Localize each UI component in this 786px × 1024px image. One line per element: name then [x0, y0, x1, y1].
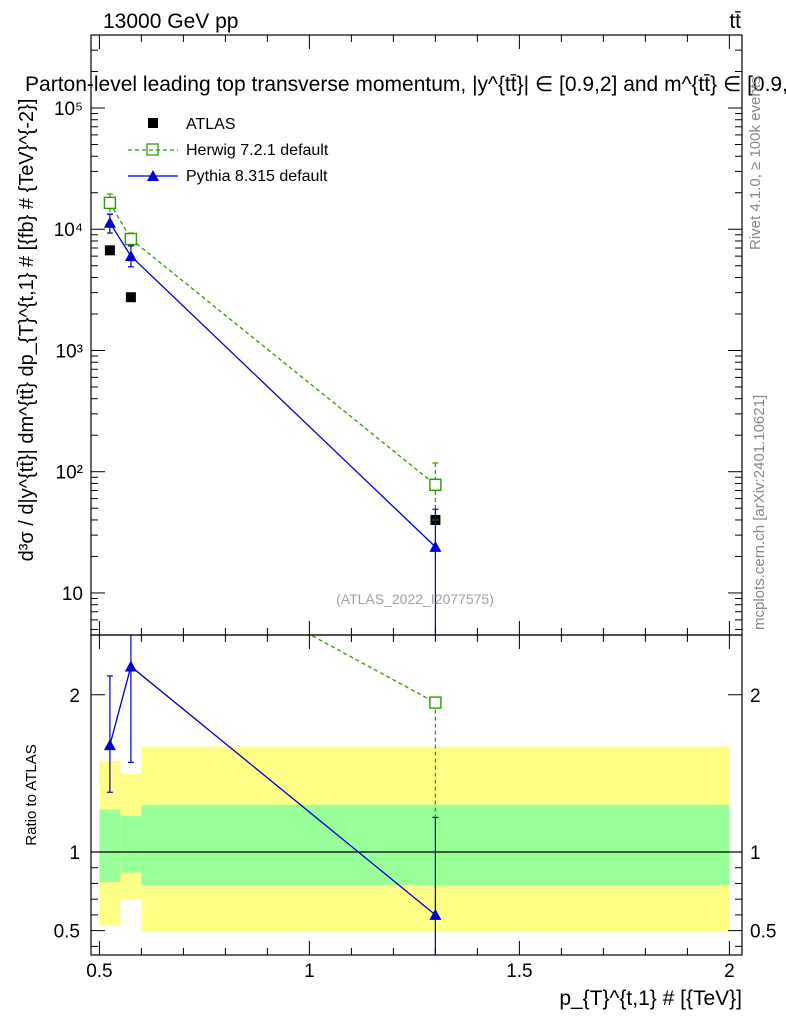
ratio-y-tick-label-left: 2	[69, 686, 80, 707]
ratio-pythia-point	[124, 660, 137, 672]
ratio-y-axis-label: Ratio to ATLAS	[23, 744, 40, 845]
legend-pythia-marker	[147, 170, 159, 181]
process-label: tt̄	[729, 10, 741, 33]
legend-herwig-label: Herwig 7.2.1 default	[186, 142, 329, 159]
main-pythia-point	[103, 216, 116, 228]
main-y-tick-label: 10³	[56, 341, 83, 362]
ratio-frame	[90, 634, 743, 956]
ratio-herwig-line	[309, 635, 436, 704]
ratio-pythia-point	[429, 908, 442, 920]
main-herwig-point	[103, 196, 117, 210]
ratio-inner-band	[99, 809, 121, 882]
ratio-y-tick-label-left: 1	[69, 843, 80, 864]
main-y-axis-label: d³σ / d|y^{tt̄}| dm^{tt̄} dp_{T}^{t,1} #…	[16, 99, 38, 562]
ratio-herwig-point	[429, 696, 442, 709]
main-pythia-point	[124, 250, 137, 262]
ratio-herwig-point	[104, 617, 115, 628]
legend-item-pythia: Pythia 8.315 default	[128, 168, 328, 185]
x-tick-label: 1	[304, 961, 315, 982]
x-tick-label: 2	[724, 961, 735, 982]
analysis-watermark: (ATLAS_2022_I2077575)	[336, 591, 494, 607]
x-axis-label: p_{T}^{t,1} # [{TeV}]	[559, 987, 742, 1010]
legend-pythia-label: Pythia 8.315 default	[186, 168, 328, 185]
ratio-y-tick-label-right: 0.5	[750, 922, 776, 943]
ratio-plot-area	[91, 532, 742, 955]
legend-item-atlas: ATLAS	[148, 116, 236, 133]
chart-title: Parton-level leading top transverse mome…	[25, 73, 786, 96]
legend-atlas-label: ATLAS	[186, 116, 236, 133]
legend: ATLAS Herwig 7.2.1 default Pythia 8.315 …	[128, 116, 329, 185]
main-herwig-line	[109, 202, 436, 486]
ratio-y-tick-label-right: 2	[750, 686, 761, 707]
ratio-y-tick-label-right: 1	[750, 843, 761, 864]
ratio-y-tick-label-left: 0.5	[54, 922, 80, 943]
main-atlas-point	[125, 292, 136, 303]
main-y-tick-label: 10⁴	[54, 220, 83, 241]
axes: 0.5 1 1.5 2 10 10² 10³ 10⁴ 10⁵ 0.5 0.5 1 1 2 2	[54, 34, 776, 982]
main-pythia-line	[109, 222, 436, 548]
rivet-version-label: Rivet 4.1.0, ≥ 100k events	[747, 77, 764, 250]
legend-atlas-marker	[148, 118, 158, 128]
ratio-herwig-point	[125, 532, 136, 543]
x-tick-label: 1.5	[506, 961, 532, 982]
legend-herwig-marker	[146, 143, 159, 156]
x-tick-label: 0.5	[86, 961, 112, 982]
main-y-tick-label: 10⁵	[54, 99, 83, 120]
main-herwig-point	[124, 232, 138, 246]
main-atlas-point	[104, 245, 115, 256]
main-y-tick-label: 10	[62, 584, 83, 605]
ratio-pythia-point	[103, 739, 116, 751]
ratio-inner-band	[120, 815, 142, 873]
energy-label: 13000 GeV pp	[103, 10, 238, 33]
mcplots-label: mcplots.cern.ch [arXiv:2401.10621]	[751, 395, 768, 630]
main-herwig-point	[429, 478, 442, 491]
main-plot-area	[103, 193, 442, 635]
main-y-tick-label: 10²	[56, 463, 83, 484]
main-pythia-point	[429, 540, 442, 552]
legend-item-herwig: Herwig 7.2.1 default	[128, 142, 329, 159]
